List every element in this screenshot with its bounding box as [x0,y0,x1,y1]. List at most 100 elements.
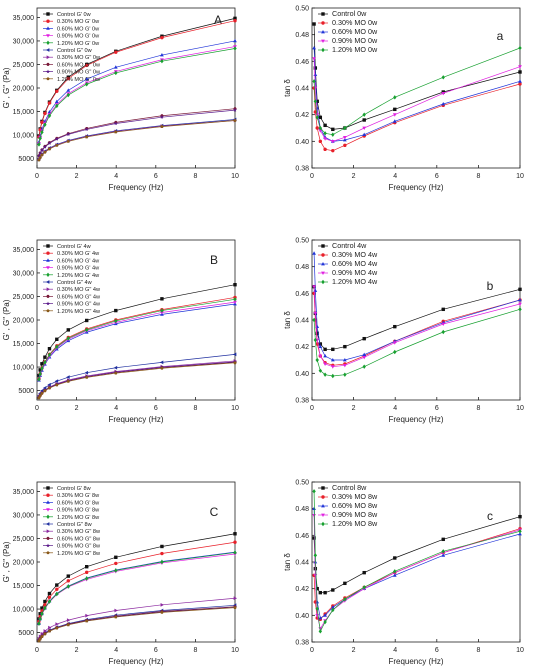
legend-marker [46,301,50,306]
y-tick-label: 0.50 [295,238,309,245]
data-point [38,151,43,156]
y-tick-label: 0.46 [295,533,309,540]
legend-label: 0.30% MO 4w [332,250,378,259]
x-axis-label: Frequency (Hz) [388,657,443,666]
data-point [323,372,327,377]
series-5 [36,117,237,161]
legend-label: 0.60% MO G" 4w [57,294,101,300]
y-axis-label: tan δ [283,79,292,97]
data-point [160,297,164,301]
data-point [43,603,47,607]
data-point [313,337,318,343]
data-point [362,118,366,122]
y-axis-label: G' , G" (Pa) [2,299,11,340]
data-point [47,347,52,351]
data-point [40,362,44,366]
series-4 [37,46,237,147]
x-tick-label: 2 [75,173,79,180]
x-tick-label: 2 [75,647,79,654]
data-point [343,125,347,131]
data-point [362,364,366,369]
x-tick-label: 6 [154,405,158,412]
data-point [518,82,522,86]
data-point [518,307,522,312]
legend-marker [321,21,325,25]
legend-marker [321,47,325,53]
data-point [318,129,323,133]
legend-marker [46,551,50,555]
data-point [55,337,59,341]
x-tick-label: 2 [352,405,356,412]
legend-label: 0.60% MO G' 0w [57,26,100,32]
x-tick-label: 0 [310,647,314,654]
data-point [233,283,237,287]
data-point [47,591,52,596]
series-7 [37,605,237,643]
data-point [55,583,59,587]
data-point [342,137,347,142]
y-tick-label: 0.38 [295,640,309,647]
data-point [312,285,316,289]
data-point [55,344,59,350]
data-point [331,347,335,352]
x-axis-label: Frequency (Hz) [388,415,443,424]
legend-marker [46,55,51,60]
legend-label: 1.20% MO 8w [332,519,378,528]
data-point [66,139,70,143]
x-tick-label: 2 [352,173,356,180]
data-point [38,155,42,160]
chart-panel-a: 0 2 4 6 8 10 0.38 0.40 0.42 0.44 0.46 0.48 0.50 Frequ… [283,6,524,193]
data-point [43,629,47,633]
data-point [315,115,319,120]
series-4 [37,550,237,626]
x-axis-label: Frequency (Hz) [388,183,443,192]
data-point [233,46,237,51]
y-tick-label: 0.42 [295,586,309,593]
x-tick-label: 6 [435,173,439,180]
series-7 [37,360,237,400]
legend-label: 1.20% MO G" 0w [57,77,101,83]
series-line [313,286,521,368]
data-point [362,126,367,131]
x-tick-label: 6 [435,405,439,412]
data-point [47,599,52,604]
data-point [54,137,59,141]
data-point [85,135,89,139]
data-point [113,121,118,126]
y-tick-label: 0.42 [295,112,309,119]
x-tick-label: 2 [352,647,356,654]
data-point [43,599,47,604]
legend-label: 0.90% MO 4w [332,268,378,277]
data-point [318,629,323,634]
data-point [312,45,316,50]
data-point [160,124,164,128]
data-point [47,386,52,390]
data-point [66,76,70,81]
data-point [54,99,59,104]
data-point [113,365,118,370]
y-axis-label: tan δ [283,311,292,329]
y-tick-label: 0.40 [295,371,309,378]
data-point [84,576,89,581]
data-point [84,63,89,68]
legend-label: 0.60% MO 4w [332,259,378,268]
series-line [313,516,521,594]
data-point [42,386,47,390]
legend-label: Control 8w [332,483,367,492]
data-point [160,308,164,313]
data-point [331,148,335,153]
panel-label: A [214,13,222,27]
y-tick-label: 15,000 [13,341,35,348]
data-point [66,618,71,622]
x-tick-label: 0 [35,173,39,180]
x-tick-label: 8 [193,173,197,180]
data-point [312,22,316,26]
legend-label: 1.20% MO 4w [332,277,378,286]
data-point [323,613,327,617]
data-point [330,365,335,369]
legend-label: Control G" 4w [57,280,93,286]
data-point [518,70,522,74]
data-point [518,529,522,534]
data-point [66,132,71,136]
data-point [43,389,47,393]
